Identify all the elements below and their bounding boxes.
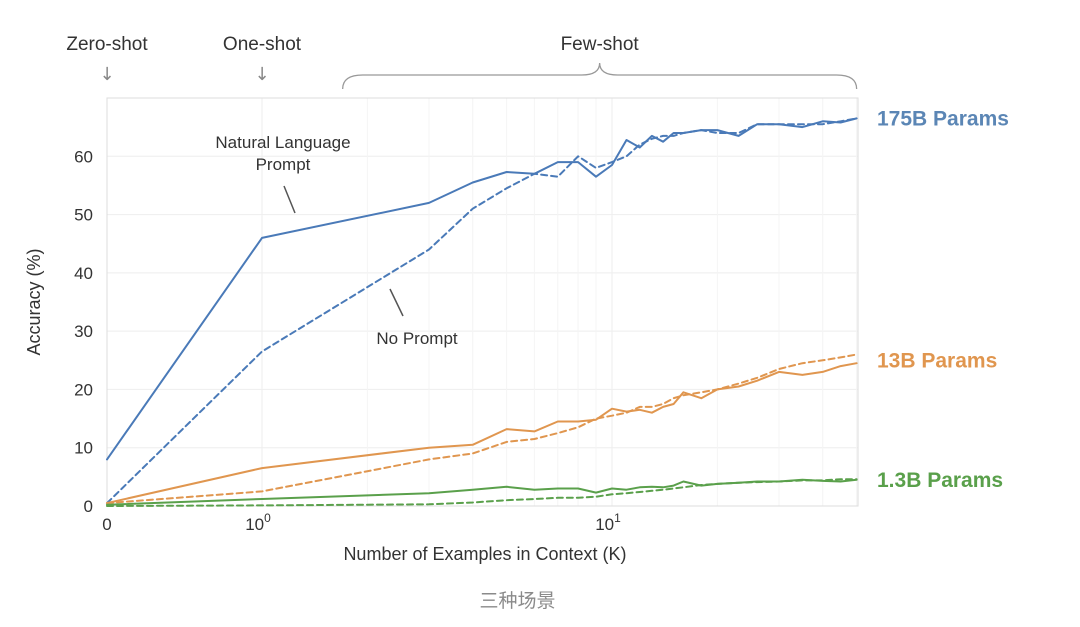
x-tick-exponent: 1 [614,511,621,525]
series-layer [106,117,858,507]
y-tick-labels: 0 10 20 30 40 50 60 [74,147,93,516]
y-axis-label: Accuracy (%) [24,248,44,355]
annotation-pointer [283,185,296,214]
y-tick-label: 20 [74,380,93,399]
few-shot-brace [342,62,858,90]
y-tick-label: 0 [84,497,93,516]
regime-label: One-shot [223,34,302,55]
y-tick-label: 60 [74,147,93,166]
series-line-0-solid [106,117,858,461]
series-line-2-solid [106,362,858,505]
y-tick-label: 10 [74,439,93,458]
series-end-label: 175B Params [877,107,1009,130]
series-line-1-dashed [106,117,858,505]
y-tick-label: 30 [74,322,93,341]
series-end-label: 13B Params [877,349,997,372]
y-tick-label: 50 [74,206,93,225]
regime-label: Zero-shot [66,34,148,55]
annotation-no-prompt: No Prompt [376,329,458,348]
annotation-natural-language-prompt: Natural Language [215,133,350,152]
down-arrow-icon: ↓ [254,64,269,85]
x-tick-label: 100 [245,511,271,534]
annotations: Natural Language Prompt No Prompt [215,133,457,348]
regime-label: Few-shot [561,34,640,55]
series-line-5-dashed [106,478,858,507]
series-labels: 175B Params 13B Params 1.3B Params [877,107,1009,491]
x-tick-label: 0 [102,515,111,534]
y-tick-label: 40 [74,264,93,283]
series-line-3-dashed [106,353,858,505]
down-arrow-icon: ↓ [99,64,114,85]
series-end-label: 1.3B Params [877,469,1003,492]
grid-lines [107,98,858,506]
annotation-natural-language-prompt: Prompt [256,155,311,174]
regime-markers: Zero-shot ↓ One-shot ↓ Few-shot [66,34,858,90]
x-tick-labels: 0 100 101 [102,511,621,534]
plot-frame [106,97,859,507]
x-axis-label: Number of Examples in Context (K) [343,544,626,564]
x-tick-exponent: 0 [264,511,271,525]
x-tick-label: 101 [595,511,621,534]
annotation-pointer [389,288,404,317]
caption: 三种场景 [479,590,556,612]
